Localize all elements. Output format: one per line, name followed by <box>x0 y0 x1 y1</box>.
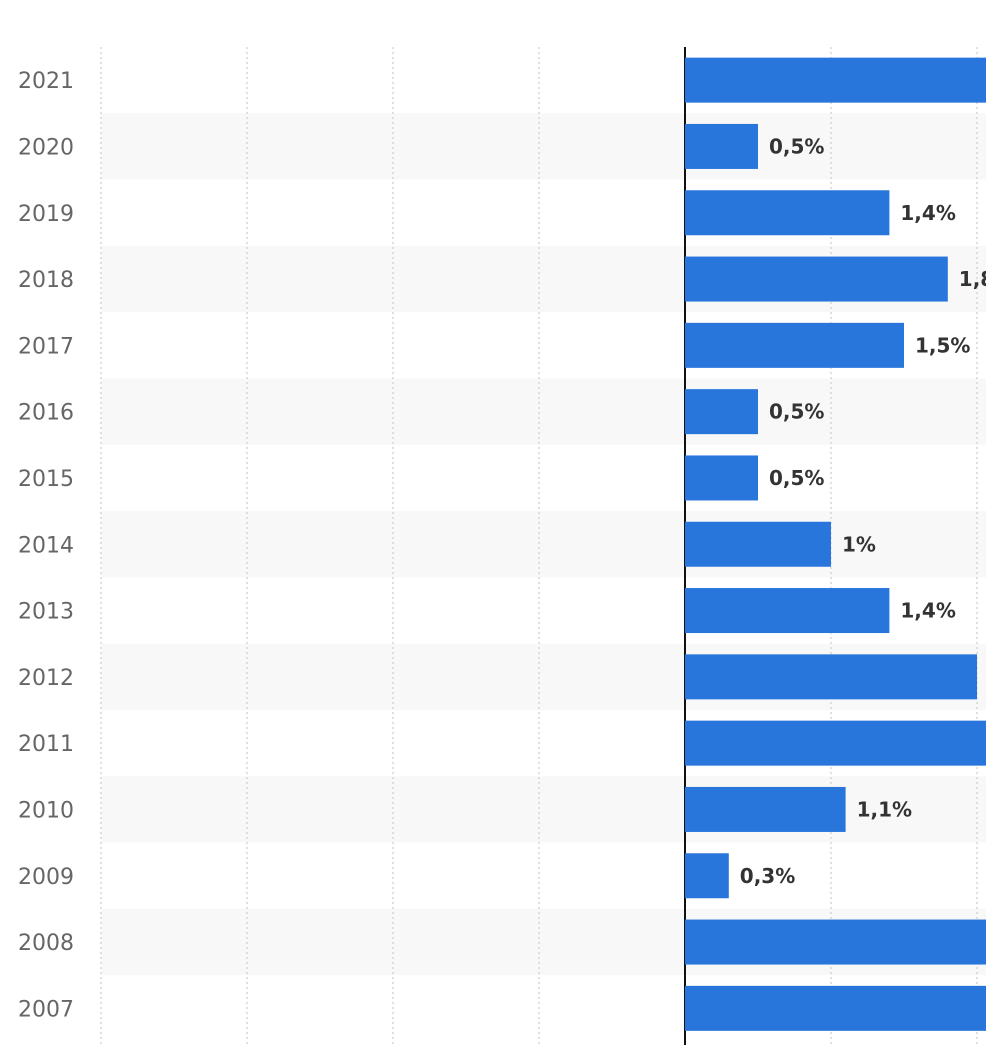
value-label: 0,3% <box>740 864 795 888</box>
category-label: 2017 <box>18 334 74 359</box>
category-label: 2015 <box>18 467 74 492</box>
bar <box>685 389 758 435</box>
bar <box>685 521 831 567</box>
bar <box>685 190 890 236</box>
value-label: 1,4% <box>900 201 955 225</box>
value-label: 1,4% <box>900 599 955 623</box>
row-band <box>101 378 986 445</box>
value-label: 1,8% <box>959 267 986 291</box>
category-label: 2013 <box>18 600 74 625</box>
grid-lines <box>100 47 978 1045</box>
bar <box>685 985 986 1031</box>
value-label: 0,5% <box>769 400 824 424</box>
bar <box>685 57 986 103</box>
category-label: 2018 <box>18 268 74 293</box>
row-band <box>101 776 986 843</box>
bar <box>685 256 948 302</box>
category-label: 2009 <box>18 865 74 890</box>
row-band <box>101 511 986 578</box>
category-labels: 2021 2020 2019 2018 2017 2016 2015 2014 2013 2012… <box>18 69 74 1022</box>
bar <box>685 654 977 700</box>
bar <box>685 786 846 832</box>
category-label: 2008 <box>18 931 74 956</box>
value-label: 1,1% <box>857 797 912 821</box>
value-label: 1,5% <box>915 333 970 357</box>
bar <box>685 919 986 965</box>
row-band <box>101 113 986 180</box>
category-label: 2007 <box>18 997 74 1022</box>
bar <box>685 588 890 634</box>
category-label: 2016 <box>18 401 74 426</box>
category-label: 2010 <box>18 798 74 823</box>
bar <box>685 720 986 766</box>
bar <box>685 455 758 501</box>
category-label: 2020 <box>18 135 74 160</box>
value-label: 0,5% <box>769 134 824 158</box>
category-label: 2011 <box>18 732 74 757</box>
bar <box>685 322 904 368</box>
bar <box>685 853 729 899</box>
bar <box>685 123 758 169</box>
value-label: 1% <box>842 532 876 556</box>
value-labels: 3,1%0,5%1,4%1,8%1,5%0,5%0,5%1%1,4%2%2,1%… <box>740 134 986 888</box>
bars-group <box>685 57 986 1031</box>
category-label: 2021 <box>18 69 74 94</box>
category-label: 2019 <box>18 202 74 227</box>
category-label: 2014 <box>18 533 74 558</box>
category-label: 2012 <box>18 666 74 691</box>
value-label: 0,5% <box>769 466 824 490</box>
